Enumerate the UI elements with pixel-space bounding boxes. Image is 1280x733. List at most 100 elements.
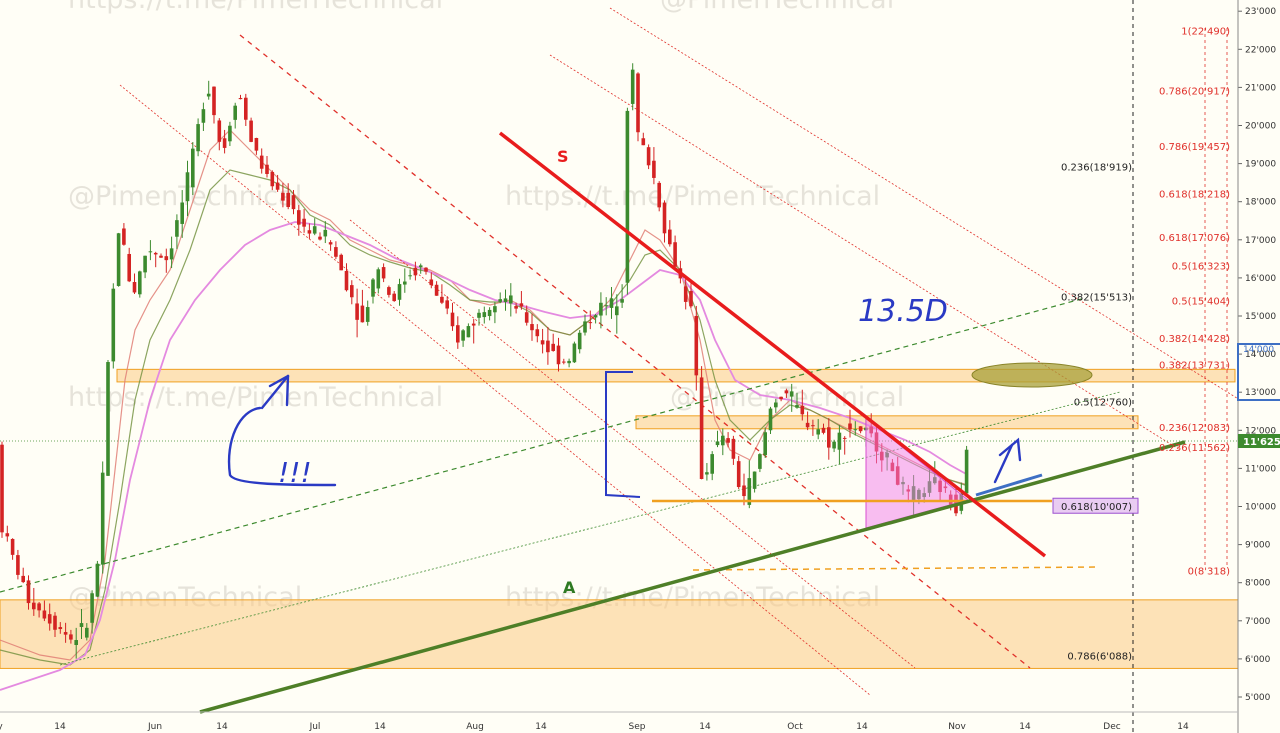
candle-body [530,324,534,331]
handwritten-target-label: 13.5D [858,294,948,329]
candle-body [413,267,418,276]
candle-body [657,182,661,208]
candle-body [789,391,794,397]
candle-body [47,614,52,624]
candlesticks [0,63,969,659]
label-a: A [563,578,576,597]
candle-body [604,305,608,307]
arrow-head-left-c [268,374,290,388]
y-tick-label: 10'000 [1245,503,1276,513]
x-tick-label: 14 [1177,722,1189,732]
candle-body [297,210,301,225]
candle-body [636,73,640,133]
candle-body [323,229,328,237]
x-tick-label: Jun [147,722,162,732]
candle-body [498,299,502,302]
candle-body [535,329,540,337]
candle-body [964,449,969,494]
candle-body [238,98,243,100]
candle-body [371,279,375,297]
candle-body [21,575,25,583]
orange-dashed-support [692,566,1101,571]
trend-lines [0,0,1241,733]
candle-body [583,321,587,333]
watermarks: https://t.me/PimenTechnical @PimenTechni… [68,0,904,613]
candle-body [641,138,646,146]
candle-body [334,247,338,257]
candle-body [471,323,476,326]
red-dotted-channel-1 [119,84,871,696]
right-price-tag-text: 14'000 [1243,345,1274,355]
x-tick-label: 14 [54,722,66,732]
y-tick-label: 13'000 [1245,388,1276,398]
candle-body [360,305,365,323]
candle-body [805,422,810,428]
candle-body [196,124,200,152]
fib-label-red: 0.5(16'323) [1172,262,1230,273]
fib-label-red: 0.236(12'083) [1159,423,1230,434]
candle-body [355,303,359,320]
candle-body [842,437,847,439]
candle-body [800,405,805,415]
candle-body [291,195,296,210]
candle-body [593,315,598,318]
candle-body [429,279,434,286]
fib-label-red: 0.618(17'076) [1159,233,1230,244]
candle-body [577,332,582,350]
candle-body [710,454,714,474]
candle-body [116,233,121,286]
candle-body [397,284,402,300]
candle-body [376,269,381,289]
candle-body [392,293,396,302]
green-dashed-trendline [0,297,1086,593]
candle-body [699,377,704,479]
candle-body [0,444,4,533]
x-tick-label: 14 [856,722,868,732]
candle-body [37,603,41,611]
zones [0,368,1239,669]
blue-arrow-up-right [993,443,1014,484]
candle-body [609,298,614,308]
last-price-text: 11'625 [1243,437,1280,448]
x-tick-label: 14 [535,722,547,732]
triangle-pattern [865,416,970,529]
x-tick-label: 14 [1019,722,1031,732]
x-tick-label: 14 [216,722,228,732]
y-tick-label: 14'000 [1245,350,1276,360]
candle-body [312,226,317,234]
fib-label-red: 0(8'318) [1188,567,1230,578]
fib-label-red: 0.382(14'428) [1159,334,1230,345]
candle-body [858,426,863,432]
candle-body [853,429,858,431]
y-tick-label: 22'000 [1245,45,1276,55]
support-zone-low [0,599,1239,669]
candle-body [477,312,481,318]
candle-body [705,472,709,475]
fib-label-black: 0.786(6'088) [1067,652,1132,663]
watermark-1: https://t.me/PimenTechnical [68,0,443,15]
fib-label-red: 0.382(13'731) [1159,360,1230,371]
candle-body [122,228,126,245]
candle-body [222,138,227,148]
candle-body [721,435,725,446]
candle-body [763,432,767,456]
candle-body [148,251,153,253]
candle-body [673,242,677,267]
x-tick-label: Oct [787,722,803,732]
y-tick-label: 20'000 [1245,122,1276,132]
y-tick-label: 19'000 [1245,160,1276,170]
arrow-head-right-a [998,437,1022,462]
candle-body [519,303,524,307]
candle-body [344,270,349,291]
candle-body [228,125,232,142]
candle-body [816,429,820,435]
candle-body [403,281,407,285]
candle-body [630,69,635,104]
green-uptrend-line-a [199,440,1186,714]
candle-body [127,253,131,282]
candle-body [662,202,667,234]
candle-body [63,632,68,635]
candle-body [768,408,773,431]
